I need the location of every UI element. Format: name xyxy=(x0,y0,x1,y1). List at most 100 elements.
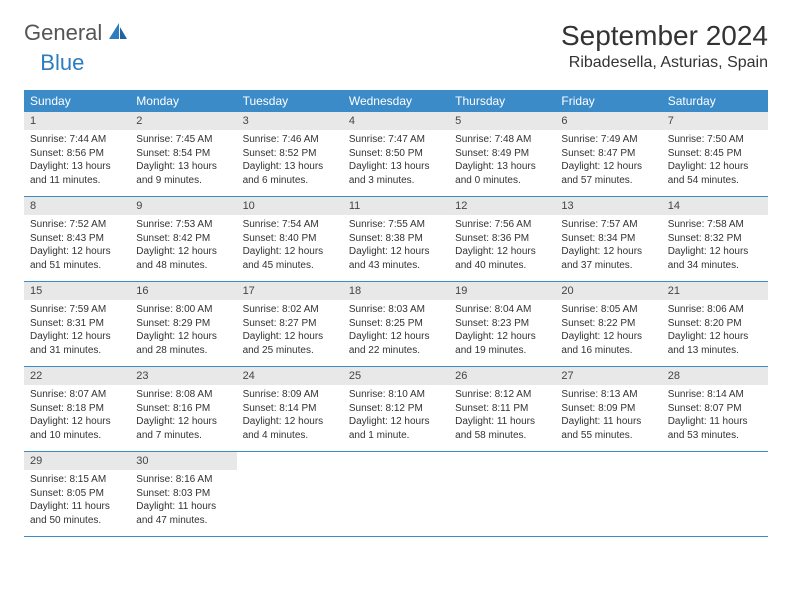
day-number: 15 xyxy=(24,282,130,300)
day-cell: 25Sunrise: 8:10 AMSunset: 8:12 PMDayligh… xyxy=(343,367,449,451)
sunrise-line: Sunrise: 7:50 AM xyxy=(668,133,762,147)
sunrise-line: Sunrise: 7:55 AM xyxy=(349,218,443,232)
day-info: Sunrise: 7:47 AMSunset: 8:50 PMDaylight:… xyxy=(343,130,449,193)
sunrise-line: Sunrise: 8:12 AM xyxy=(455,388,549,402)
day-number: 30 xyxy=(130,452,236,470)
day-info: Sunrise: 8:05 AMSunset: 8:22 PMDaylight:… xyxy=(555,300,661,363)
day-info: Sunrise: 7:56 AMSunset: 8:36 PMDaylight:… xyxy=(449,215,555,278)
day-cell: 28Sunrise: 8:14 AMSunset: 8:07 PMDayligh… xyxy=(662,367,768,451)
sunset-line: Sunset: 8:29 PM xyxy=(136,317,230,331)
day-number: 7 xyxy=(662,112,768,130)
daylight-line: Daylight: 12 hours and 37 minutes. xyxy=(561,245,655,272)
sunset-line: Sunset: 8:09 PM xyxy=(561,402,655,416)
day-info: Sunrise: 7:48 AMSunset: 8:49 PMDaylight:… xyxy=(449,130,555,193)
sunrise-line: Sunrise: 7:52 AM xyxy=(30,218,124,232)
day-number: 28 xyxy=(662,367,768,385)
day-info: Sunrise: 8:16 AMSunset: 8:03 PMDaylight:… xyxy=(130,470,236,533)
sunset-line: Sunset: 8:25 PM xyxy=(349,317,443,331)
sunrise-line: Sunrise: 8:08 AM xyxy=(136,388,230,402)
day-cell: 24Sunrise: 8:09 AMSunset: 8:14 PMDayligh… xyxy=(237,367,343,451)
day-number: 24 xyxy=(237,367,343,385)
day-info: Sunrise: 7:53 AMSunset: 8:42 PMDaylight:… xyxy=(130,215,236,278)
sunrise-line: Sunrise: 8:02 AM xyxy=(243,303,337,317)
logo-text-general: General xyxy=(24,20,102,46)
day-cell: 22Sunrise: 8:07 AMSunset: 8:18 PMDayligh… xyxy=(24,367,130,451)
sunrise-line: Sunrise: 8:10 AM xyxy=(349,388,443,402)
sunrise-line: Sunrise: 7:53 AM xyxy=(136,218,230,232)
sunset-line: Sunset: 8:20 PM xyxy=(668,317,762,331)
day-header-tuesday: Tuesday xyxy=(237,90,343,112)
sunrise-line: Sunrise: 8:03 AM xyxy=(349,303,443,317)
day-number: 6 xyxy=(555,112,661,130)
day-info: Sunrise: 7:57 AMSunset: 8:34 PMDaylight:… xyxy=(555,215,661,278)
day-number: 16 xyxy=(130,282,236,300)
daylight-line: Daylight: 12 hours and 54 minutes. xyxy=(668,160,762,187)
sunset-line: Sunset: 8:36 PM xyxy=(455,232,549,246)
day-header-friday: Friday xyxy=(555,90,661,112)
sunset-line: Sunset: 8:56 PM xyxy=(30,147,124,161)
sunset-line: Sunset: 8:03 PM xyxy=(136,487,230,501)
day-number: 4 xyxy=(343,112,449,130)
sunset-line: Sunset: 8:38 PM xyxy=(349,232,443,246)
sunrise-line: Sunrise: 8:14 AM xyxy=(668,388,762,402)
daylight-line: Daylight: 12 hours and 1 minute. xyxy=(349,415,443,442)
day-info: Sunrise: 7:44 AMSunset: 8:56 PMDaylight:… xyxy=(24,130,130,193)
day-cell: 14Sunrise: 7:58 AMSunset: 8:32 PMDayligh… xyxy=(662,197,768,281)
daylight-line: Daylight: 11 hours and 50 minutes. xyxy=(30,500,124,527)
day-info: Sunrise: 7:46 AMSunset: 8:52 PMDaylight:… xyxy=(237,130,343,193)
daylight-line: Daylight: 12 hours and 4 minutes. xyxy=(243,415,337,442)
day-info: Sunrise: 8:15 AMSunset: 8:05 PMDaylight:… xyxy=(24,470,130,533)
sunrise-line: Sunrise: 7:49 AM xyxy=(561,133,655,147)
sunrise-line: Sunrise: 8:15 AM xyxy=(30,473,124,487)
day-cell: 5Sunrise: 7:48 AMSunset: 8:49 PMDaylight… xyxy=(449,112,555,196)
day-info: Sunrise: 7:45 AMSunset: 8:54 PMDaylight:… xyxy=(130,130,236,193)
daylight-line: Daylight: 12 hours and 31 minutes. xyxy=(30,330,124,357)
day-cell: 6Sunrise: 7:49 AMSunset: 8:47 PMDaylight… xyxy=(555,112,661,196)
daylight-line: Daylight: 12 hours and 34 minutes. xyxy=(668,245,762,272)
sunrise-line: Sunrise: 8:00 AM xyxy=(136,303,230,317)
sunrise-line: Sunrise: 7:47 AM xyxy=(349,133,443,147)
daylight-line: Daylight: 13 hours and 3 minutes. xyxy=(349,160,443,187)
day-cell: 10Sunrise: 7:54 AMSunset: 8:40 PMDayligh… xyxy=(237,197,343,281)
week-row: 1Sunrise: 7:44 AMSunset: 8:56 PMDaylight… xyxy=(24,112,768,197)
day-info: Sunrise: 7:54 AMSunset: 8:40 PMDaylight:… xyxy=(237,215,343,278)
sunrise-line: Sunrise: 7:45 AM xyxy=(136,133,230,147)
day-info: Sunrise: 7:52 AMSunset: 8:43 PMDaylight:… xyxy=(24,215,130,278)
sunrise-line: Sunrise: 8:09 AM xyxy=(243,388,337,402)
day-number: 20 xyxy=(555,282,661,300)
week-row: 22Sunrise: 8:07 AMSunset: 8:18 PMDayligh… xyxy=(24,367,768,452)
sunrise-line: Sunrise: 8:06 AM xyxy=(668,303,762,317)
daylight-line: Daylight: 12 hours and 43 minutes. xyxy=(349,245,443,272)
day-number: 8 xyxy=(24,197,130,215)
sunrise-line: Sunrise: 7:44 AM xyxy=(30,133,124,147)
day-cell: 1Sunrise: 7:44 AMSunset: 8:56 PMDaylight… xyxy=(24,112,130,196)
day-number: 11 xyxy=(343,197,449,215)
sunrise-line: Sunrise: 8:16 AM xyxy=(136,473,230,487)
day-cell xyxy=(343,452,449,536)
day-number: 1 xyxy=(24,112,130,130)
day-cell: 26Sunrise: 8:12 AMSunset: 8:11 PMDayligh… xyxy=(449,367,555,451)
day-info: Sunrise: 8:13 AMSunset: 8:09 PMDaylight:… xyxy=(555,385,661,448)
title-block: September 2024 Ribadesella, Asturias, Sp… xyxy=(561,20,768,72)
day-cell: 18Sunrise: 8:03 AMSunset: 8:25 PMDayligh… xyxy=(343,282,449,366)
day-info: Sunrise: 7:55 AMSunset: 8:38 PMDaylight:… xyxy=(343,215,449,278)
day-number: 13 xyxy=(555,197,661,215)
sunset-line: Sunset: 8:50 PM xyxy=(349,147,443,161)
sunset-line: Sunset: 8:31 PM xyxy=(30,317,124,331)
sunset-line: Sunset: 8:34 PM xyxy=(561,232,655,246)
day-info: Sunrise: 7:58 AMSunset: 8:32 PMDaylight:… xyxy=(662,215,768,278)
sunset-line: Sunset: 8:54 PM xyxy=(136,147,230,161)
day-info: Sunrise: 8:10 AMSunset: 8:12 PMDaylight:… xyxy=(343,385,449,448)
day-info: Sunrise: 8:07 AMSunset: 8:18 PMDaylight:… xyxy=(24,385,130,448)
daylight-line: Daylight: 12 hours and 10 minutes. xyxy=(30,415,124,442)
week-row: 8Sunrise: 7:52 AMSunset: 8:43 PMDaylight… xyxy=(24,197,768,282)
day-info: Sunrise: 8:09 AMSunset: 8:14 PMDaylight:… xyxy=(237,385,343,448)
sunrise-line: Sunrise: 8:05 AM xyxy=(561,303,655,317)
daylight-line: Daylight: 12 hours and 22 minutes. xyxy=(349,330,443,357)
day-header-wednesday: Wednesday xyxy=(343,90,449,112)
daylight-line: Daylight: 12 hours and 40 minutes. xyxy=(455,245,549,272)
sunrise-line: Sunrise: 8:13 AM xyxy=(561,388,655,402)
sunrise-line: Sunrise: 7:56 AM xyxy=(455,218,549,232)
logo-sail-icon xyxy=(107,21,129,46)
day-cell: 2Sunrise: 7:45 AMSunset: 8:54 PMDaylight… xyxy=(130,112,236,196)
